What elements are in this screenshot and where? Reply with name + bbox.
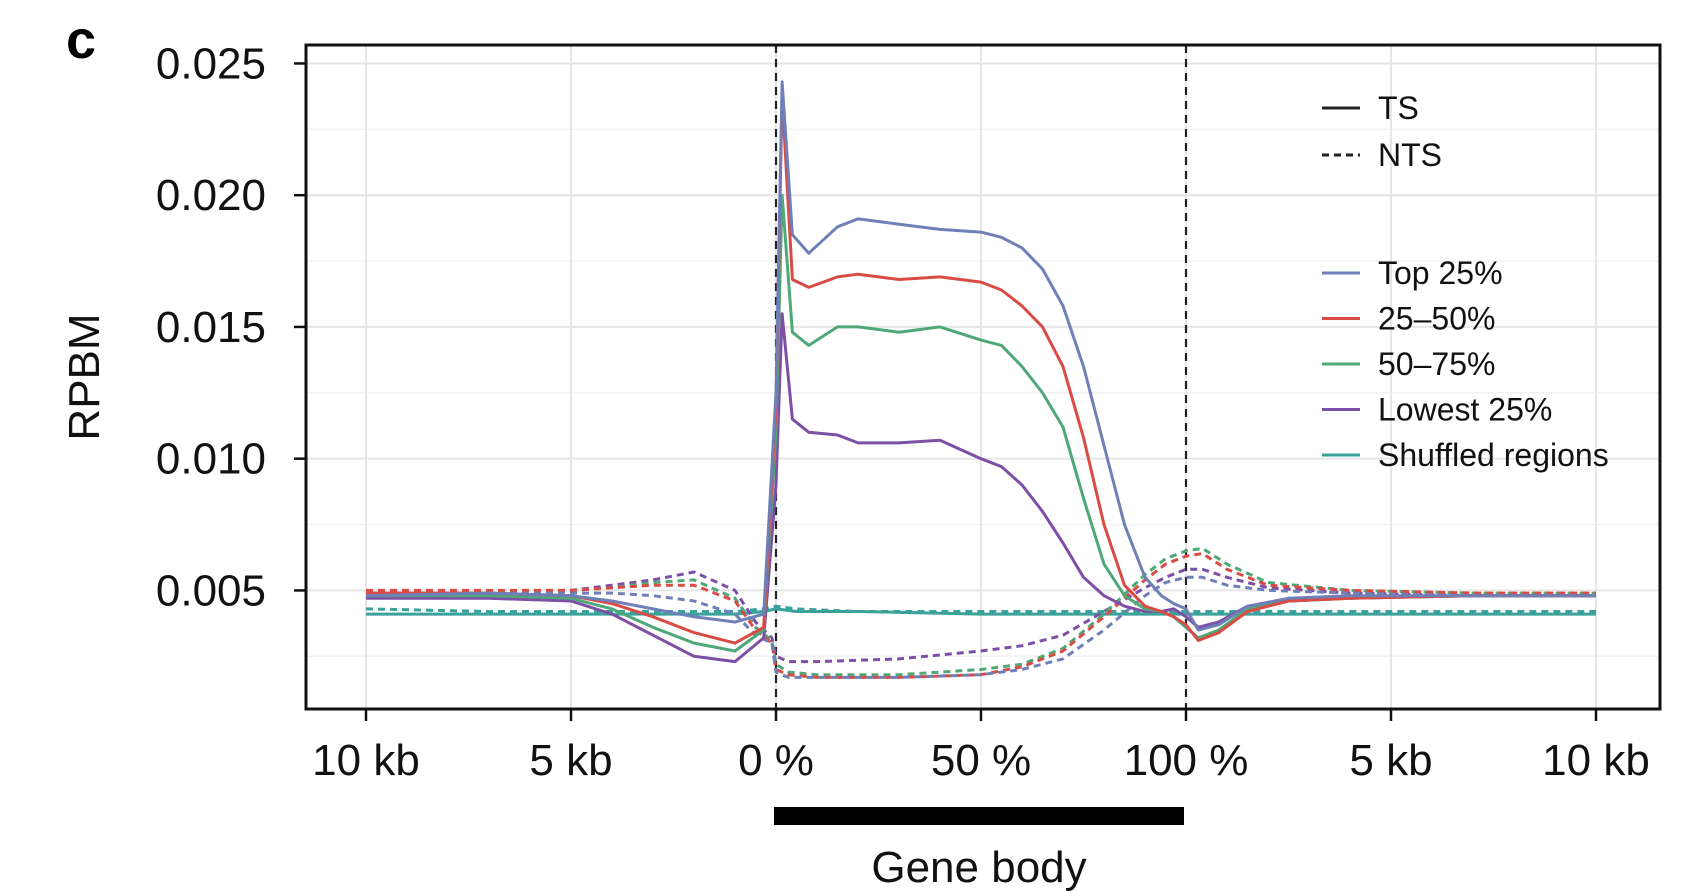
series-lines [365, 80, 1596, 679]
x-tick-label: 5 kb [1349, 736, 1432, 785]
legend-label: 25–50% [1378, 301, 1495, 337]
y-axis-title: RPBM [60, 313, 109, 440]
series-line-shuffled-regions-nts [365, 604, 1596, 613]
x-tick-label: 0 % [738, 736, 814, 785]
y-tick-label: 0.005 [156, 566, 266, 615]
series-line-top-25-nts [365, 575, 1596, 679]
x-axis: 10 kb 5 kb 0 % 50 % 100 % 5 kb 10 kb [312, 709, 1650, 785]
x-tick-label: 10 kb [312, 736, 420, 785]
y-tick-label: 0.010 [156, 435, 266, 484]
legend-label: Top 25% [1378, 255, 1503, 291]
series-line-50-75-nts [365, 546, 1596, 677]
series-line-top-25-ts [365, 80, 1596, 632]
legend-label: NTS [1378, 137, 1442, 173]
x-tick-label: 100 % [1124, 736, 1249, 785]
series-line-25-50-nts [366, 552, 1596, 679]
y-tick-label: 0.025 [156, 39, 266, 88]
series-line-lowest-25-ts [366, 312, 1596, 664]
boundary-lines [774, 45, 1188, 709]
x-tick-label: 10 kb [1542, 736, 1650, 785]
x-axis-title: Gene body [871, 843, 1086, 892]
plot-frame [304, 43, 1662, 711]
x-tick-label: 50 % [931, 736, 1031, 785]
x-tick-label: 5 kb [529, 736, 612, 785]
legend-label: Lowest 25% [1378, 392, 1552, 428]
panel-label: c [66, 10, 96, 70]
y-axis: 0.005 0.010 0.015 0.020 0.025 [156, 39, 306, 615]
series-line-25-50-ts [366, 93, 1596, 645]
legend: TS NTS Top 25% 25–50% 50–75% Lowest 25% Shuffl… [1322, 90, 1609, 473]
legend-label: 50–75% [1378, 346, 1495, 382]
y-tick-label: 0.015 [156, 303, 266, 352]
y-tick-label: 0.020 [156, 171, 266, 220]
gene-body-bar [774, 807, 1184, 825]
series-line-lowest-25-nts [365, 567, 1596, 664]
legend-label: TS [1378, 90, 1419, 126]
series-line-50-75-ts [366, 193, 1596, 653]
legend-label: Shuffled regions [1378, 437, 1609, 473]
